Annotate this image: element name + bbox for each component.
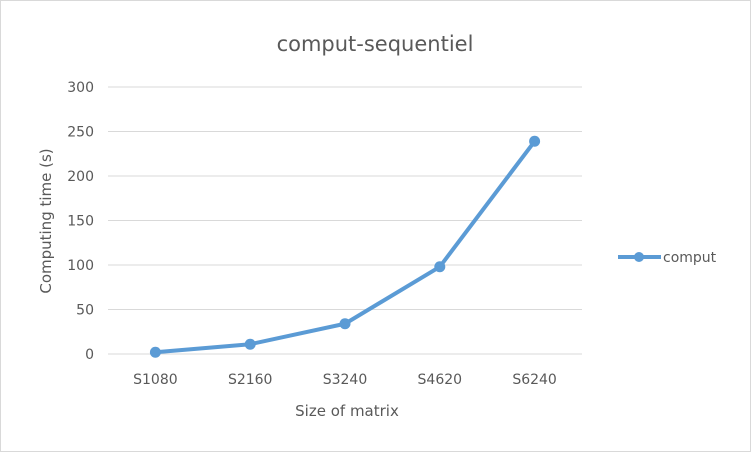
y-tick-label-150: 150 bbox=[67, 214, 94, 230]
data-point-S2160 bbox=[244, 338, 256, 350]
x-tick-label-S4620: S4620 bbox=[418, 372, 463, 388]
y-tick-label-300: 300 bbox=[67, 80, 94, 96]
y-tick-label-250: 250 bbox=[67, 125, 94, 141]
data-point-S1080 bbox=[149, 346, 161, 358]
x-axis-tick-labels: S1080 S2160 S3240 S4620 S6240 bbox=[133, 372, 557, 388]
chart-title: comput-sequentiel bbox=[277, 32, 474, 56]
y-axis-title: Computing time (s) bbox=[37, 148, 55, 293]
x-tick-label-S2160: S2160 bbox=[228, 372, 273, 388]
x-tick-label-S1080: S1080 bbox=[133, 372, 178, 388]
data-point-S4620 bbox=[434, 261, 446, 273]
x-tick-label-S6240: S6240 bbox=[512, 372, 557, 388]
x-tick-label-S3240: S3240 bbox=[323, 372, 368, 388]
x-axis-title: Size of matrix bbox=[295, 402, 399, 420]
legend-label-comput: comput bbox=[663, 250, 717, 266]
data-point-S6240 bbox=[529, 135, 541, 147]
gridlines bbox=[108, 86, 582, 310]
y-tick-label-0: 0 bbox=[85, 347, 94, 363]
y-tick-label-200: 200 bbox=[67, 169, 94, 185]
y-axis-tick-labels: 0 50 100 150 200 250 300 bbox=[67, 80, 94, 363]
series-lines bbox=[149, 135, 541, 358]
y-tick-label-100: 100 bbox=[67, 258, 94, 274]
legend-marker-comput bbox=[634, 252, 644, 262]
legend: comput bbox=[618, 250, 717, 266]
data-point-S3240 bbox=[339, 318, 351, 330]
y-tick-label-50: 50 bbox=[76, 303, 94, 319]
